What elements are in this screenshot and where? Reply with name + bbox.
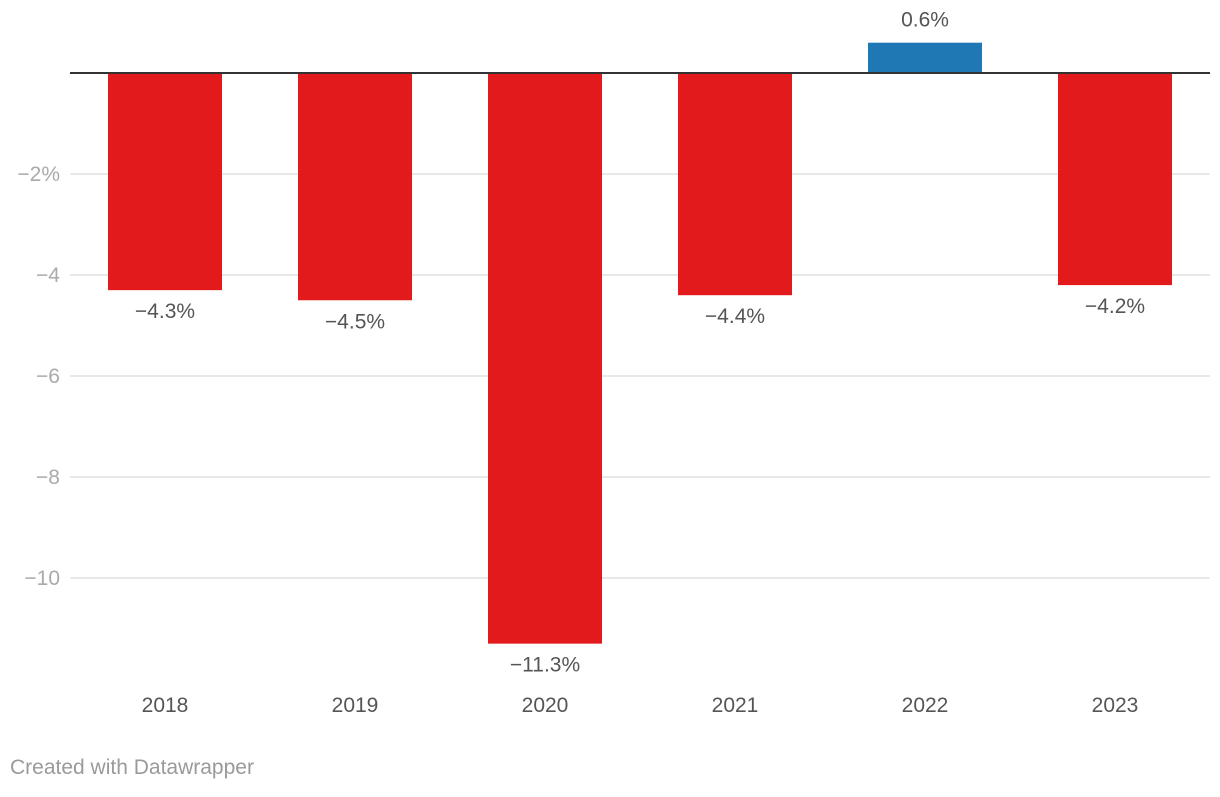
gridlines (70, 173, 1210, 579)
x-category-label: 2023 (1092, 694, 1139, 717)
y-tick-label: −10 (24, 567, 60, 590)
footer-credit: Created with Datawrapper (10, 756, 254, 779)
value-label: −4.2% (1085, 295, 1145, 318)
value-label: −11.3% (510, 654, 580, 677)
x-category-label: 2022 (902, 694, 949, 717)
bar (298, 73, 412, 301)
x-category-label: 2019 (332, 694, 379, 717)
bar (678, 73, 792, 296)
y-tick-label: −6 (36, 365, 60, 388)
bar (1058, 73, 1172, 286)
value-label: −4.4% (705, 305, 765, 328)
x-category-label: 2020 (522, 694, 569, 717)
bars (108, 42, 1172, 644)
value-label: −4.3% (135, 300, 195, 323)
bar (868, 42, 982, 73)
y-tick-label: −8 (36, 466, 60, 489)
y-tick-label: −2% (17, 163, 60, 186)
x-category-label: 2021 (712, 694, 759, 717)
bar (108, 73, 222, 291)
x-category-label: 2018 (142, 694, 189, 717)
y-axis-tick-labels: −2% −4 −6 −8 −10 (17, 163, 60, 590)
value-labels: −4.3% −4.5% −11.3% −4.4% 0.6% −4.2% (135, 9, 1145, 677)
x-axis-category-labels: 2018 2019 2020 2021 2022 2023 (142, 694, 1139, 717)
value-label: 0.6% (901, 9, 949, 32)
bar (488, 73, 602, 644)
y-tick-label: −4 (36, 264, 60, 287)
value-label: −4.5% (325, 310, 385, 333)
